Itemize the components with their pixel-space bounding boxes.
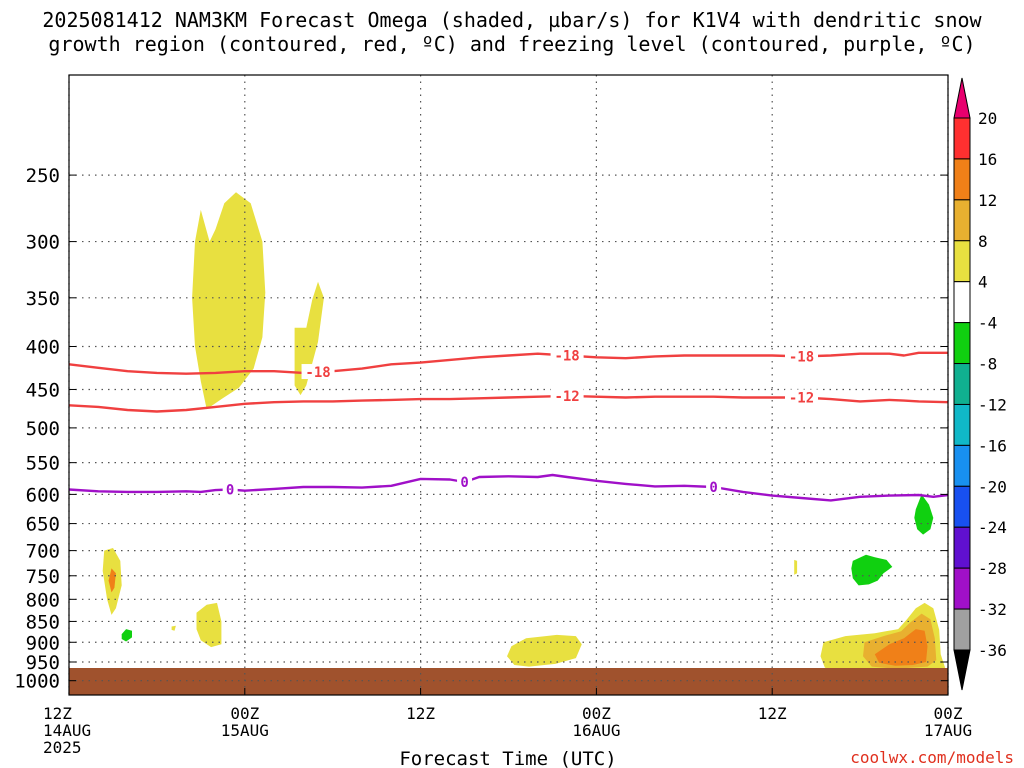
temperature-contour-label-bg-0-1 <box>550 347 584 363</box>
x-tick-label-48-0: 12Z <box>758 704 787 723</box>
freezing-contour-label-bg-2-0 <box>222 481 238 497</box>
x-tick-label-0-0: 12Z <box>43 704 72 723</box>
colorbar-segment-2 <box>953 199 971 242</box>
x-tick-label-0-2: 2025 <box>43 738 82 757</box>
x-tick-label-60-0: 00Z <box>934 704 963 723</box>
ground-layer <box>69 668 948 695</box>
colorbar-segment-0 <box>953 117 971 160</box>
colorbar: 20 16 12 8 4 -4 -8 -12 -16 -20 -24 -28 -32 -36 <box>953 77 1007 691</box>
grid-layer <box>68 75 949 695</box>
ground-band <box>69 668 948 695</box>
y-tick-label-300: 300 <box>26 232 60 254</box>
colorbar-segment-6 <box>953 363 971 405</box>
y-tick-label-700: 700 <box>26 541 60 563</box>
colorbar-bottom-arrow <box>953 649 971 691</box>
temperature-contour-label-1-0: -12 <box>554 389 579 405</box>
temperature-contour-label-0-1: -18 <box>554 349 579 365</box>
colorbar-segment-7 <box>953 403 971 446</box>
colorbar-segment-3 <box>953 240 971 283</box>
x-tick-label-12-0: 00Z <box>230 704 259 723</box>
freezing-contour-2 <box>68 473 949 502</box>
credit-text: coolwx.com/models <box>850 748 1014 767</box>
temperature-contour-label-bg-0-2 <box>785 348 818 364</box>
y-tick-label-850: 850 <box>26 611 60 633</box>
y-tick-label-1000: 1000 <box>14 671 60 693</box>
omega-region-9 <box>874 629 928 666</box>
colorbar-label-1: 16 <box>978 150 997 169</box>
colorbar-label-13: -36 <box>978 641 1007 660</box>
colorbar-label-11: -28 <box>978 559 1007 578</box>
y-tick-label-450: 450 <box>26 379 60 401</box>
colorbar-label-12: -32 <box>978 600 1007 619</box>
x-tick-label-36-1: 16AUG <box>572 721 620 740</box>
x-tick-label-24-0: 12Z <box>406 704 435 723</box>
omega-shading-layer <box>102 192 946 673</box>
x-tick-label-0-1: 14AUG <box>43 721 91 740</box>
y-tick-label-550: 550 <box>26 453 60 475</box>
temperature-contour-label-1-1: -12 <box>789 390 814 406</box>
y-tick-label-400: 400 <box>26 337 60 359</box>
x-tick-label-36-0: 00Z <box>582 704 611 723</box>
colorbar-label-2: 12 <box>978 191 997 210</box>
colorbar-label-10: -24 <box>978 518 1007 537</box>
temperature-contour-label-bg-1-0 <box>550 387 584 403</box>
colorbar-segment-8 <box>953 444 971 487</box>
colorbar-label-0: 20 <box>978 109 997 128</box>
colorbar-label-8: -16 <box>978 436 1007 455</box>
plot-frame <box>68 74 949 696</box>
axes-layer: 2503003504004505005506006507007508008509… <box>14 74 972 757</box>
colorbar-label-6: -8 <box>978 355 997 374</box>
omega-region-11 <box>121 629 132 642</box>
omega-region-0 <box>192 192 266 410</box>
y-tick-label-750: 750 <box>26 566 60 588</box>
freezing-contour-label-bg-2-2 <box>706 479 722 495</box>
colorbar-top-arrow <box>953 77 971 119</box>
contour-layer: -18 -18 -18 -12 -12 0 0 0 <box>68 347 949 502</box>
x-tick-label-12-1: 15AUG <box>221 721 269 740</box>
chart-title-line-2: growth region (contoured, red, ºC) and f… <box>48 32 976 56</box>
omega-region-4 <box>171 625 176 631</box>
temperature-contour-label-bg-1-1 <box>785 389 818 405</box>
chart-title-line-1: 2025081412 NAM3KM Forecast Omega (shaded… <box>42 8 982 32</box>
colorbar-segment-12 <box>953 608 971 651</box>
temperature-contour-0 <box>68 351 948 375</box>
colorbar-segment-4 <box>953 281 971 324</box>
y-tick-label-250: 250 <box>26 165 60 187</box>
colorbar-segment-1 <box>953 158 971 201</box>
omega-region-5 <box>196 602 222 648</box>
colorbar-label-3: 8 <box>978 232 988 251</box>
y-tick-label-800: 800 <box>26 589 60 611</box>
omega-region-10 <box>794 559 798 575</box>
y-tick-label-950: 950 <box>26 652 60 674</box>
freezing-contour-label-2-1: 0 <box>460 475 468 491</box>
omega-region-12 <box>851 554 893 586</box>
freezing-contour-label-2-2: 0 <box>709 480 717 496</box>
freezing-contour-label-bg-2-1 <box>457 474 473 490</box>
colorbar-segment-11 <box>953 567 971 610</box>
y-tick-label-350: 350 <box>26 288 60 310</box>
x-axis-label: Forecast Time (UTC) <box>399 748 616 768</box>
omega-region-13 <box>914 494 934 535</box>
colorbar-segment-9 <box>953 485 971 528</box>
colorbar-segment-5 <box>953 322 971 365</box>
temperature-contour-label-bg-0-0 <box>301 364 335 380</box>
colorbar-label-4: 4 <box>978 273 988 292</box>
freezing-contour-label-2-0: 0 <box>226 482 234 498</box>
omega-region-3 <box>108 568 116 593</box>
temperature-contour-label-0-0: -18 <box>305 365 330 381</box>
x-tick-label-60-1: 17AUG <box>924 721 972 740</box>
y-tick-label-500: 500 <box>26 418 60 440</box>
colorbar-label-7: -12 <box>978 395 1007 414</box>
temperature-contour-1 <box>68 394 949 413</box>
y-tick-label-650: 650 <box>26 514 60 536</box>
colorbar-label-9: -20 <box>978 477 1007 496</box>
colorbar-label-5: -4 <box>978 314 997 333</box>
y-tick-label-900: 900 <box>26 632 60 654</box>
colorbar-segment-10 <box>953 526 971 569</box>
temperature-contour-label-0-2: -18 <box>789 349 814 365</box>
y-tick-label-600: 600 <box>26 484 60 506</box>
